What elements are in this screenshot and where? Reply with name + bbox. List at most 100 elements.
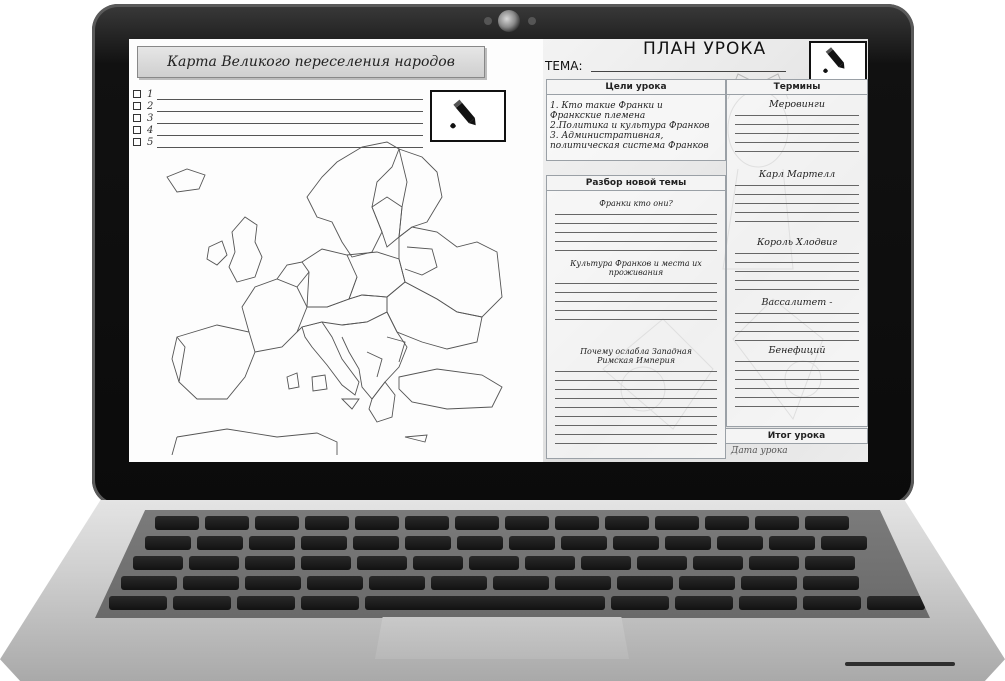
writing-line[interactable] [555, 319, 717, 320]
keyboard-key[interactable] [803, 596, 861, 610]
keyboard-key[interactable] [769, 536, 815, 550]
keyboard-key[interactable] [821, 536, 867, 550]
keyboard-key[interactable] [617, 576, 673, 590]
theme-input-line[interactable] [591, 71, 786, 72]
keyboard-key[interactable] [611, 596, 669, 610]
keyboard-key[interactable] [173, 596, 231, 610]
keyboard-key[interactable] [145, 536, 191, 550]
keyboard-key[interactable] [245, 576, 301, 590]
keyboard-key[interactable] [803, 576, 859, 590]
writing-line[interactable] [735, 313, 859, 314]
writing-line[interactable] [555, 301, 717, 302]
keyboard-key[interactable] [365, 596, 605, 610]
keyboard-key[interactable] [613, 536, 659, 550]
touchpad[interactable] [375, 617, 629, 659]
writing-line[interactable] [735, 289, 859, 290]
keyboard-key[interactable] [413, 556, 463, 570]
keyboard-key[interactable] [805, 556, 855, 570]
checkbox[interactable] [133, 138, 141, 146]
writing-line[interactable] [735, 221, 859, 222]
writing-line[interactable] [555, 232, 717, 233]
keyboard-key[interactable] [665, 536, 711, 550]
keyboard-key[interactable] [561, 536, 607, 550]
writing-line[interactable] [555, 250, 717, 251]
keyboard-key[interactable] [307, 576, 363, 590]
checklist-item[interactable]: 5 [133, 136, 423, 148]
keyboard-key[interactable] [353, 536, 399, 550]
writing-line[interactable] [555, 241, 717, 242]
keyboard-key[interactable] [357, 556, 407, 570]
writing-line[interactable] [735, 253, 859, 254]
writing-line[interactable] [555, 371, 717, 372]
keyboard-key[interactable] [749, 556, 799, 570]
writing-line[interactable] [735, 388, 859, 389]
writing-line[interactable] [735, 271, 859, 272]
writing-line[interactable] [735, 322, 859, 323]
keyboard-key[interactable] [505, 516, 549, 530]
keyboard-key[interactable] [155, 516, 199, 530]
keyboard-key[interactable] [133, 556, 183, 570]
keyboard-key[interactable] [755, 516, 799, 530]
writing-line[interactable] [555, 398, 717, 399]
writing-line[interactable] [735, 142, 859, 143]
keyboard-key[interactable] [183, 576, 239, 590]
keyboard-key[interactable] [205, 516, 249, 530]
writing-line[interactable] [735, 379, 859, 380]
keyboard-key[interactable] [249, 536, 295, 550]
keyboard-key[interactable] [655, 516, 699, 530]
writing-line[interactable] [555, 292, 717, 293]
writing-line[interactable] [735, 133, 859, 134]
writing-line[interactable] [735, 370, 859, 371]
keyboard-key[interactable] [197, 536, 243, 550]
keyboard-key[interactable] [369, 576, 425, 590]
keyboard-key[interactable] [675, 596, 733, 610]
checkbox[interactable] [133, 90, 141, 98]
answer-line[interactable] [157, 113, 423, 124]
keyboard-key[interactable] [555, 516, 599, 530]
keyboard-key[interactable] [637, 556, 687, 570]
writing-line[interactable] [735, 194, 859, 195]
checklist-item[interactable]: 1 [133, 88, 423, 100]
writing-line[interactable] [555, 425, 717, 426]
keyboard-key[interactable] [121, 576, 177, 590]
keyboard-key[interactable] [237, 596, 295, 610]
keyboard-key[interactable] [525, 556, 575, 570]
keyboard-key[interactable] [693, 556, 743, 570]
writing-line[interactable] [735, 151, 859, 152]
keyboard-key[interactable] [301, 596, 359, 610]
keyboard-key[interactable] [555, 576, 611, 590]
keyboard-key[interactable] [189, 556, 239, 570]
writing-line[interactable] [735, 406, 859, 407]
keyboard-key[interactable] [717, 536, 763, 550]
writing-line[interactable] [555, 310, 717, 311]
keyboard-key[interactable] [867, 596, 925, 610]
keyboard-key[interactable] [305, 516, 349, 530]
keyboard-key[interactable] [405, 516, 449, 530]
keyboard-key[interactable] [255, 516, 299, 530]
keyboard-key[interactable] [431, 576, 487, 590]
keyboard-key[interactable] [605, 516, 649, 530]
checklist-item[interactable]: 3 [133, 112, 423, 124]
pencil-button[interactable] [430, 90, 506, 142]
keyboard-key[interactable] [679, 576, 735, 590]
checkbox[interactable] [133, 114, 141, 122]
writing-line[interactable] [555, 283, 717, 284]
writing-line[interactable] [555, 389, 717, 390]
keyboard-key[interactable] [405, 536, 451, 550]
writing-line[interactable] [735, 203, 859, 204]
checkbox[interactable] [133, 126, 141, 134]
keyboard-key[interactable] [581, 556, 631, 570]
writing-line[interactable] [735, 340, 859, 341]
keyboard-key[interactable] [469, 556, 519, 570]
answer-line[interactable] [157, 101, 423, 112]
writing-line[interactable] [555, 380, 717, 381]
keyboard-key[interactable] [741, 576, 797, 590]
keyboard-key[interactable] [301, 536, 347, 550]
keyboard-key[interactable] [705, 516, 749, 530]
keyboard-key[interactable] [805, 516, 849, 530]
keyboard-key[interactable] [455, 516, 499, 530]
keyboard-key[interactable] [109, 596, 167, 610]
keyboard-key[interactable] [493, 576, 549, 590]
writing-line[interactable] [735, 361, 859, 362]
answer-line[interactable] [157, 89, 423, 100]
